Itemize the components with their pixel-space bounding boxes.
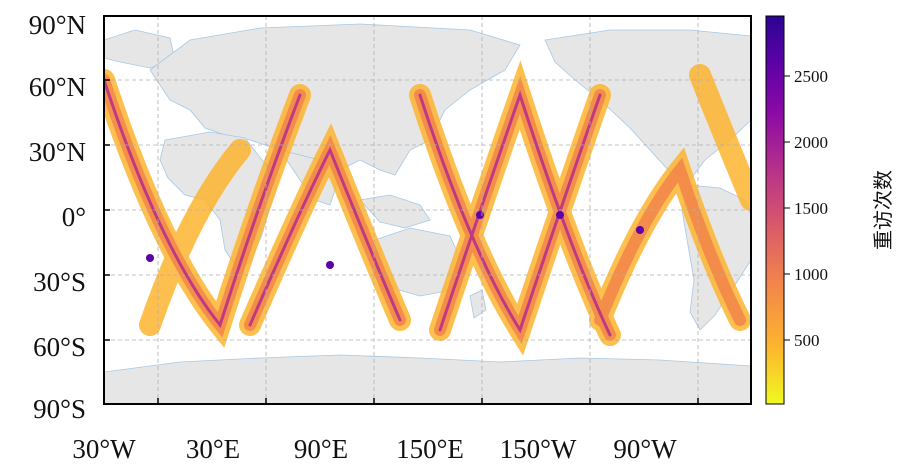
lon-tick-label: 150°E — [396, 434, 464, 464]
lat-tick-label: 30°S — [33, 267, 86, 297]
land-antarctica — [104, 354, 751, 404]
lat-tick-label: 30°N — [29, 137, 86, 167]
axis-ticks — [104, 15, 699, 405]
graticule — [104, 16, 751, 404]
revisit-swaths — [104, 60, 751, 356]
colorbar-tick-label: 2000 — [794, 133, 828, 152]
colorbar-tick-label: 1500 — [794, 199, 828, 218]
colorbar-tick-labels: 2500 2000 1500 1000 500 — [794, 67, 828, 350]
colorbar-ticks — [784, 75, 790, 341]
swath-core — [104, 78, 612, 337]
lat-tick-label: 0° — [62, 202, 86, 232]
map-content — [104, 23, 751, 404]
colorbar — [765, 15, 785, 405]
lat-tick-label: 90°N — [29, 10, 86, 40]
colorbar-label: 重访次数 — [872, 170, 895, 250]
colorbar-tick-label: 2500 — [794, 67, 828, 86]
lon-tick-label: 30°E — [186, 434, 240, 464]
lon-tick-labels: 30°W 30°E 90°E 150°E 150°W 90°W — [72, 434, 677, 464]
land-sea-islands — [359, 194, 431, 229]
lat-tick-labels: 90°N 60°N 30°N 0° 30°S 60°S 90°S — [29, 10, 86, 424]
lat-tick-label: 60°N — [29, 72, 86, 102]
colorbar-tick-label: 500 — [794, 331, 820, 350]
lon-tick-label: 30°W — [72, 434, 136, 464]
lon-tick-label: 150°W — [500, 434, 577, 464]
lat-tick-label: 60°S — [33, 332, 86, 362]
colorbar-tick-label: 1000 — [794, 265, 828, 284]
lat-tick-label: 90°S — [33, 394, 86, 424]
lon-tick-label: 90°W — [613, 434, 677, 464]
lon-tick-label: 90°E — [294, 434, 348, 464]
